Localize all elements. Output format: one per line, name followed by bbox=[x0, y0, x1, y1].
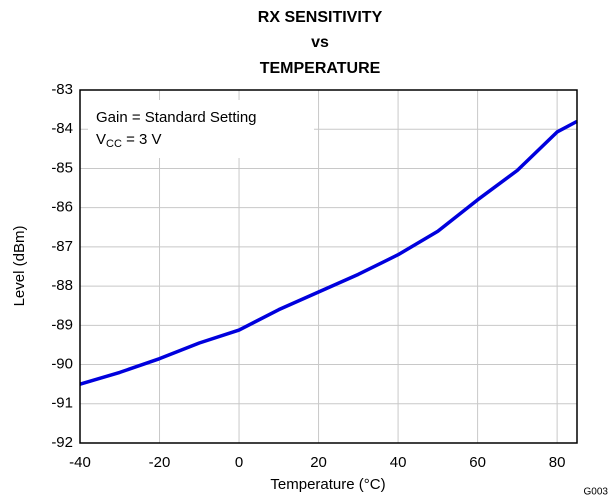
x-axis-label: Temperature (°C) bbox=[270, 476, 385, 493]
chart-title: TEMPERATURE bbox=[260, 60, 381, 77]
x-tick-label: -40 bbox=[69, 454, 91, 471]
annotation: VCC = 3 V bbox=[96, 131, 162, 150]
x-tick-label: 0 bbox=[235, 454, 243, 471]
x-tick-label: 80 bbox=[549, 454, 566, 471]
x-tick-label: -20 bbox=[149, 454, 171, 471]
y-tick-label: -89 bbox=[51, 316, 73, 333]
x-tick-label: 60 bbox=[469, 454, 486, 471]
annotation-box bbox=[88, 100, 314, 158]
annotation-part: = 3 V bbox=[122, 131, 162, 148]
y-tick-label: -91 bbox=[51, 395, 73, 412]
y-tick-label: -90 bbox=[51, 356, 73, 373]
plot-frame bbox=[79, 89, 578, 444]
y-tick-label: -86 bbox=[51, 199, 73, 216]
y-tick-label: -85 bbox=[51, 159, 73, 176]
marks bbox=[79, 119, 578, 386]
annotation-part: CC bbox=[106, 138, 122, 150]
chart-title: RX SENSITIVITY bbox=[258, 9, 383, 26]
y-tick-label: -88 bbox=[51, 277, 73, 294]
x-tick-label: 20 bbox=[310, 454, 327, 471]
chart-title: vs bbox=[311, 34, 329, 51]
y-tick-label: -84 bbox=[51, 120, 73, 137]
annotation: Gain = Standard Setting bbox=[96, 109, 257, 126]
y-tick-label: -87 bbox=[51, 238, 73, 255]
figure-id: G003 bbox=[584, 487, 609, 498]
annotation-part: V bbox=[96, 131, 106, 148]
y-axis-label: Level (dBm) bbox=[11, 226, 28, 307]
x-tick-label: 40 bbox=[390, 454, 407, 471]
y-tick-label: -83 bbox=[51, 81, 73, 98]
y-tick-label: -92 bbox=[51, 434, 73, 451]
data-line bbox=[79, 119, 578, 386]
